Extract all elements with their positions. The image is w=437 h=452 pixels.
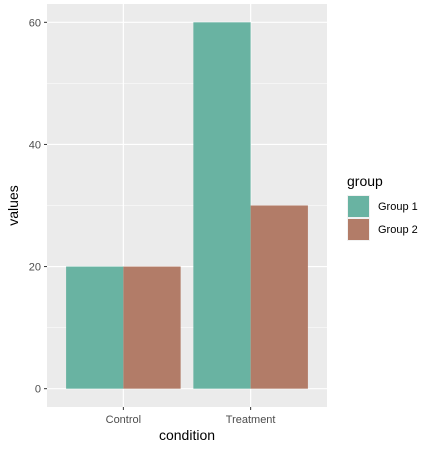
legend-swatch (348, 196, 369, 217)
y-axis-title: values (5, 185, 21, 225)
y-axis: 0 20 40 60 (29, 17, 47, 396)
x-tick-label: Control (106, 414, 141, 426)
legend-label: Group 1 (378, 201, 418, 213)
bar (250, 205, 308, 389)
x-axis: Control Treatment (106, 407, 276, 426)
bar (123, 266, 181, 389)
y-tick-label: 60 (29, 17, 41, 29)
legend-swatch (348, 219, 369, 240)
legend-label: Group 2 (378, 224, 418, 236)
x-axis-title: condition (159, 427, 215, 443)
x-tick-label: Treatment (226, 414, 276, 426)
bar (66, 266, 124, 389)
bar (193, 22, 251, 389)
legend: group Group 1 Group 2 (347, 173, 418, 241)
y-tick-label: 20 (29, 262, 41, 274)
y-tick-label: 40 (29, 139, 41, 151)
bars (66, 22, 308, 389)
y-tick-label: 0 (35, 384, 41, 396)
legend-title: group (347, 173, 383, 189)
